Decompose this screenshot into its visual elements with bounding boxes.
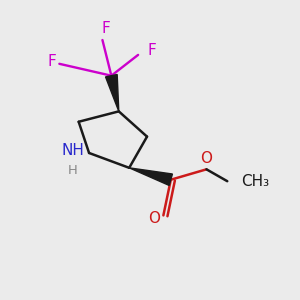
- Text: F: F: [47, 54, 56, 69]
- Text: O: O: [148, 211, 160, 226]
- Text: O: O: [200, 151, 212, 166]
- Text: CH₃: CH₃: [242, 174, 270, 189]
- Text: F: F: [101, 21, 110, 36]
- Text: F: F: [147, 43, 156, 58]
- Polygon shape: [106, 74, 119, 111]
- Text: H: H: [68, 164, 78, 177]
- Polygon shape: [129, 168, 172, 185]
- Text: NH: NH: [61, 142, 84, 158]
